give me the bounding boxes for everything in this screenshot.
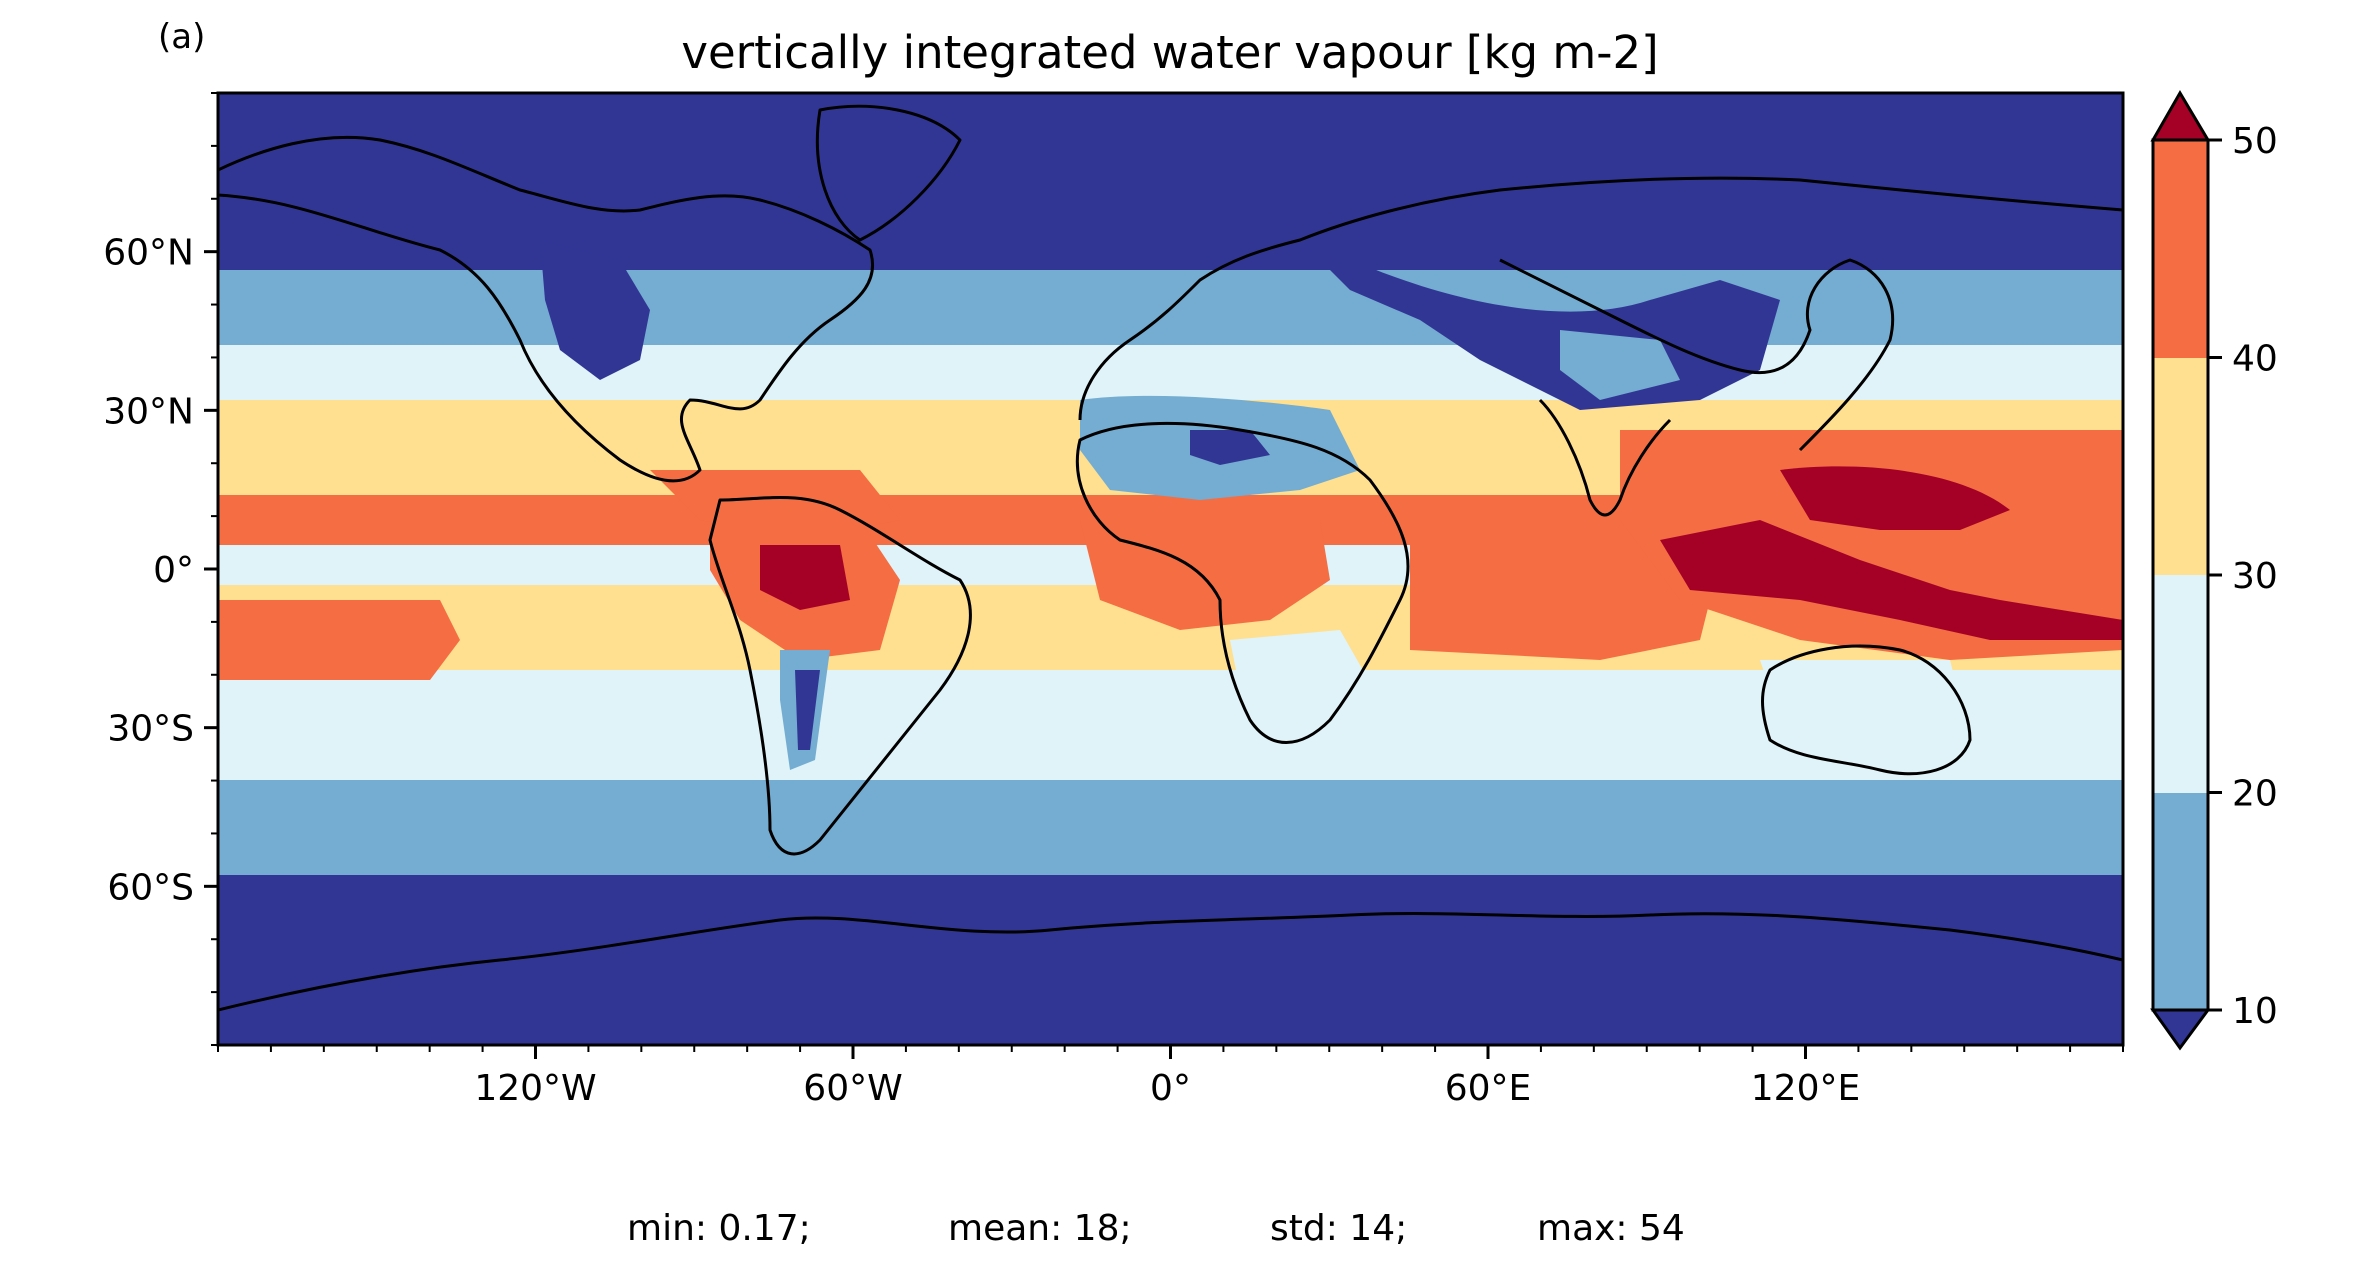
band-antarctic — [218, 875, 2123, 1045]
lat-tick-label: 60°N — [103, 233, 194, 274]
band-arctic — [218, 93, 2123, 270]
colorbar-tick-label: 20 — [2232, 774, 2278, 815]
lat-tick-label: 30°N — [103, 391, 194, 432]
colorbar-40-50 — [2153, 140, 2208, 358]
stat-max: max: 54 — [1537, 1208, 1685, 1249]
australia-light — [1760, 660, 1970, 770]
lat-tick-label: 60°S — [107, 867, 194, 908]
band-north-subtrop — [218, 345, 2123, 400]
map-panel: 120°W 60°W 0° 60°E 120°E 60°N 30°N 0° 30°S 60°S — [103, 91, 2125, 1109]
coast-antarctica — [218, 912, 2123, 1012]
coast-europe-asia — [1078, 176, 2123, 452]
lon-tick-label: 60°W — [803, 1068, 902, 1109]
stats-line: min: 0.17; mean: 18; std: 14; max: 54 — [627, 1208, 1685, 1249]
colorbar-extend-over — [2150, 90, 2211, 142]
andes-very-dry — [795, 670, 820, 750]
dry-greenland-north-america — [540, 240, 650, 380]
lon-tick-label: 120°E — [1751, 1068, 1860, 1109]
map-title: vertically integrated water vapour [kg m… — [681, 26, 1658, 79]
coast-north-america — [218, 135, 875, 483]
colorbar-ticks: 10 20 30 40 50 — [2208, 121, 2278, 1032]
sahara-very-dry — [1190, 430, 1270, 465]
africa-moist — [1080, 520, 1330, 630]
coast-africa — [1075, 421, 1410, 744]
coast-australia — [1761, 644, 1972, 776]
longitude-ticks: 120°W 60°W 0° 60°E 120°E — [217, 1045, 2124, 1109]
coastlines — [218, 104, 2123, 1012]
stat-mean: mean: 18; — [948, 1208, 1132, 1249]
west-pacific-very-moist — [1780, 466, 2010, 530]
indonesia-very-moist — [1660, 520, 2123, 640]
colorbar: 10 20 30 40 50 — [2150, 90, 2278, 1051]
stat-min: min: 0.17; — [627, 1208, 811, 1249]
water-vapour-field — [218, 93, 2123, 1045]
southern-africa-light — [1230, 630, 1380, 760]
colorbar-extend-under — [2150, 1008, 2211, 1051]
colorbar-tick-label: 10 — [2232, 991, 2278, 1032]
band-south-midlat — [218, 780, 2123, 875]
coast-south-america — [708, 496, 972, 856]
atlantic-humid — [620, 400, 860, 490]
stat-std: std: 14; — [1270, 1208, 1407, 1249]
colorbar-30-40 — [2153, 358, 2208, 575]
lon-tick-label: 60°E — [1445, 1068, 1532, 1109]
indian-ocean-moist — [1410, 520, 1720, 660]
colorbar-20-30 — [2153, 575, 2208, 793]
latitude-ticks: 60°N 30°N 0° 30°S 60°S — [103, 92, 218, 1046]
panel-label: (a) — [158, 17, 205, 57]
east-pacific-moist — [218, 600, 460, 680]
tibet-dry — [1560, 330, 1680, 400]
colorbar-10-20 — [2153, 793, 2208, 1010]
lon-tick-label: 120°W — [474, 1068, 596, 1109]
coast-greenland — [815, 104, 962, 242]
lat-tick-label: 30°S — [107, 709, 194, 750]
colorbar-tick-label: 40 — [2232, 339, 2278, 380]
lon-tick-label: 0° — [1150, 1068, 1191, 1109]
amazon-very-moist — [760, 545, 850, 610]
coast-india — [1538, 398, 1672, 517]
colorbar-tick-label: 50 — [2232, 121, 2278, 162]
lat-tick-label: 0° — [153, 550, 194, 591]
colorbar-tick-label: 30 — [2232, 556, 2278, 597]
